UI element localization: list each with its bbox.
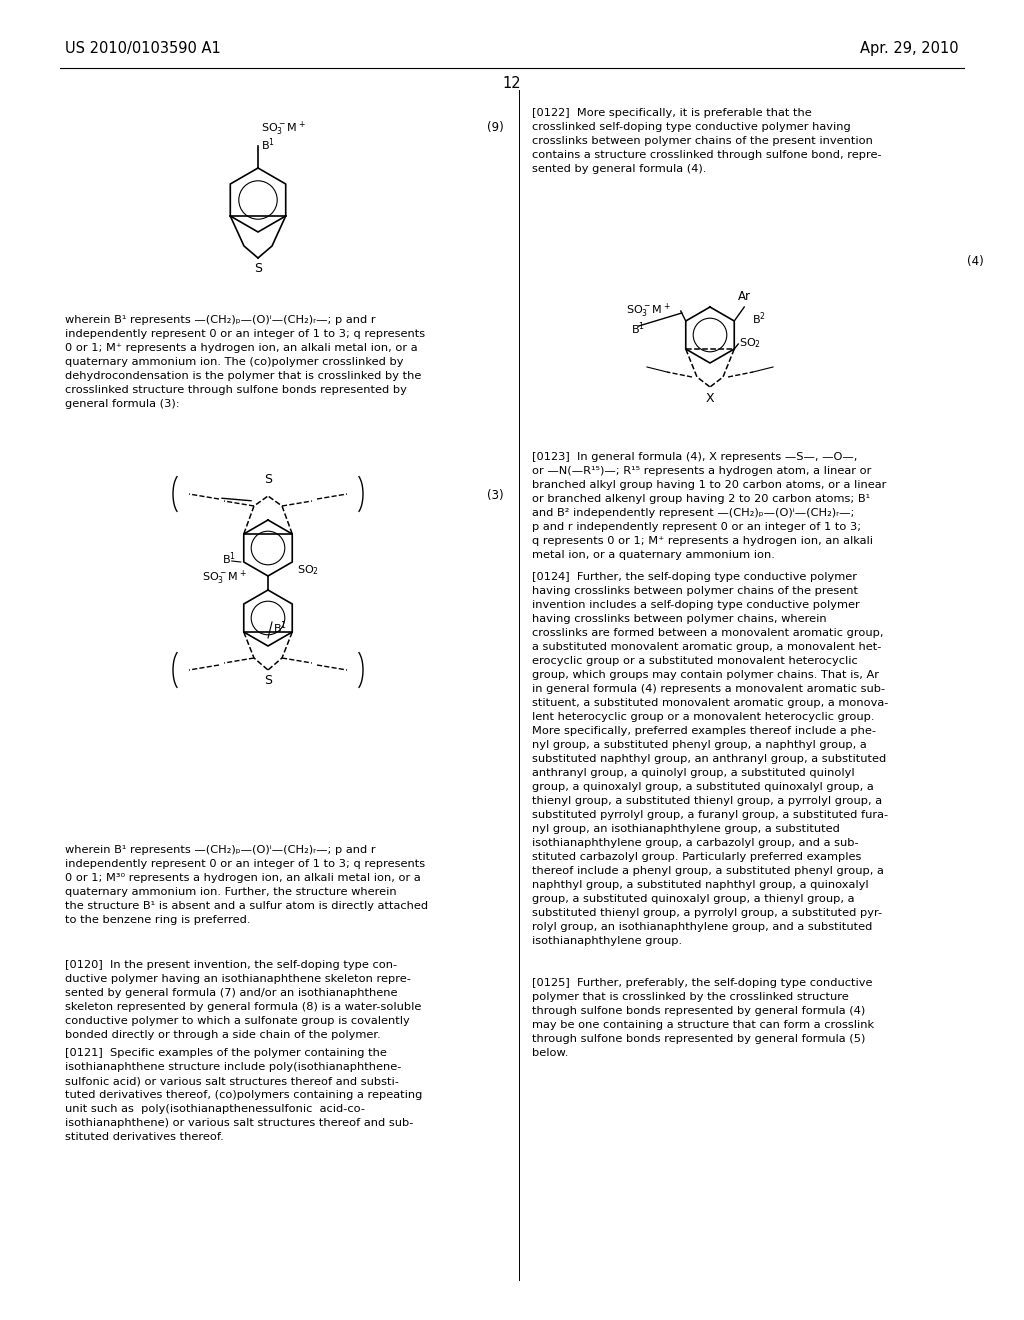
Text: 0 or 1; M⁺ represents a hydrogen ion, an alkali metal ion, or a: 0 or 1; M⁺ represents a hydrogen ion, an… bbox=[65, 343, 418, 352]
Text: Apr. 29, 2010: Apr. 29, 2010 bbox=[860, 41, 959, 55]
Text: More specifically, preferred examples thereof include a phe-: More specifically, preferred examples th… bbox=[532, 726, 876, 737]
Text: [0123]  In general formula (4), X represents —S—, —O—,: [0123] In general formula (4), X represe… bbox=[532, 451, 857, 462]
Text: $\mathdefault{B^1}$: $\mathdefault{B^1}$ bbox=[261, 136, 275, 153]
Text: crosslinks are formed between a monovalent aromatic group,: crosslinks are formed between a monovale… bbox=[532, 628, 884, 638]
Text: ductive polymer having an isothianaphthene skeleton repre-: ductive polymer having an isothianaphthe… bbox=[65, 974, 411, 983]
Text: [0124]  Further, the self-doping type conductive polymer: [0124] Further, the self-doping type con… bbox=[532, 572, 857, 582]
Text: $\mathdefault{B^1}$: $\mathdefault{B^1}$ bbox=[273, 619, 287, 636]
Text: group, which groups may contain polymer chains. That is, Ar: group, which groups may contain polymer … bbox=[532, 671, 879, 680]
Text: branched alkyl group having 1 to 20 carbon atoms, or a linear: branched alkyl group having 1 to 20 carb… bbox=[532, 480, 887, 490]
Text: $\mathdefault{SO_3^-M^+}$: $\mathdefault{SO_3^-M^+}$ bbox=[261, 120, 305, 139]
Text: 0 or 1; M³⁰ represents a hydrogen ion, an alkali metal ion, or a: 0 or 1; M³⁰ represents a hydrogen ion, a… bbox=[65, 873, 421, 883]
Text: below.: below. bbox=[532, 1048, 568, 1059]
Text: dehydrocondensation is the polymer that is crosslinked by the: dehydrocondensation is the polymer that … bbox=[65, 371, 421, 381]
Text: contains a structure crosslinked through sulfone bond, repre-: contains a structure crosslinked through… bbox=[532, 150, 882, 160]
Text: S: S bbox=[254, 261, 262, 275]
Text: the structure B¹ is absent and a sulfur atom is directly attached: the structure B¹ is absent and a sulfur … bbox=[65, 902, 428, 911]
Text: q represents 0 or 1; M⁺ represents a hydrogen ion, an alkali: q represents 0 or 1; M⁺ represents a hyd… bbox=[532, 536, 873, 546]
Text: general formula (3):: general formula (3): bbox=[65, 399, 179, 409]
Text: sulfonic acid) or various salt structures thereof and substi-: sulfonic acid) or various salt structure… bbox=[65, 1076, 399, 1086]
Text: 12: 12 bbox=[503, 75, 521, 91]
Text: [0125]  Further, preferably, the self-doping type conductive: [0125] Further, preferably, the self-dop… bbox=[532, 978, 872, 987]
Text: metal ion, or a quaternary ammonium ion.: metal ion, or a quaternary ammonium ion. bbox=[532, 550, 775, 560]
Text: sented by general formula (7) and/or an isothianaphthene: sented by general formula (7) and/or an … bbox=[65, 987, 397, 998]
Text: tuted derivatives thereof, (co)polymers containing a repeating: tuted derivatives thereof, (co)polymers … bbox=[65, 1090, 422, 1100]
Text: crosslinked structure through sulfone bonds represented by: crosslinked structure through sulfone bo… bbox=[65, 385, 407, 395]
Text: (3): (3) bbox=[487, 488, 504, 502]
Text: polymer that is crosslinked by the crosslinked structure: polymer that is crosslinked by the cross… bbox=[532, 993, 849, 1002]
Text: group, a quinoxalyl group, a substituted quinoxalyl group, a: group, a quinoxalyl group, a substituted… bbox=[532, 781, 873, 792]
Text: quaternary ammonium ion. Further, the structure wherein: quaternary ammonium ion. Further, the st… bbox=[65, 887, 396, 898]
Text: (9): (9) bbox=[487, 121, 504, 135]
Text: thienyl group, a substituted thienyl group, a pyrrolyl group, a: thienyl group, a substituted thienyl gro… bbox=[532, 796, 882, 807]
Text: and B² independently represent —(CH₂)ₚ—(O)ⁱ—(CH₂)ᵣ—;: and B² independently represent —(CH₂)ₚ—(… bbox=[532, 508, 854, 517]
Text: group, a substituted quinoxalyl group, a thienyl group, a: group, a substituted quinoxalyl group, a… bbox=[532, 894, 854, 904]
Text: US 2010/0103590 A1: US 2010/0103590 A1 bbox=[65, 41, 221, 55]
Text: S: S bbox=[264, 473, 272, 486]
Text: crosslinks between polymer chains of the present invention: crosslinks between polymer chains of the… bbox=[532, 136, 872, 147]
Text: S: S bbox=[264, 675, 272, 688]
Text: stituent, a substituted monovalent aromatic group, a monova-: stituent, a substituted monovalent aroma… bbox=[532, 698, 889, 708]
Text: independently represent 0 or an integer of 1 to 3; q represents: independently represent 0 or an integer … bbox=[65, 859, 425, 869]
Text: lent heterocyclic group or a monovalent heterocyclic group.: lent heterocyclic group or a monovalent … bbox=[532, 711, 874, 722]
Text: (4): (4) bbox=[967, 256, 984, 268]
Text: $\mathdefault{B^1}$: $\mathdefault{B^1}$ bbox=[631, 321, 645, 338]
Text: isothianaphthene) or various salt structures thereof and sub-: isothianaphthene) or various salt struct… bbox=[65, 1118, 414, 1129]
Text: through sulfone bonds represented by general formula (5): through sulfone bonds represented by gen… bbox=[532, 1034, 865, 1044]
Text: naphthyl group, a substituted naphthyl group, a quinoxalyl: naphthyl group, a substituted naphthyl g… bbox=[532, 880, 868, 890]
Text: unit such as  poly(isothianapthenessulfonic  acid-co-: unit such as poly(isothianapthenessulfon… bbox=[65, 1104, 365, 1114]
Text: X: X bbox=[706, 392, 715, 404]
Text: in general formula (4) represents a monovalent aromatic sub-: in general formula (4) represents a mono… bbox=[532, 684, 885, 694]
Text: rolyl group, an isothianaphthylene group, and a substituted: rolyl group, an isothianaphthylene group… bbox=[532, 921, 872, 932]
Text: substituted naphthyl group, an anthranyl group, a substituted: substituted naphthyl group, an anthranyl… bbox=[532, 754, 886, 764]
Text: substituted pyrrolyl group, a furanyl group, a substituted fura-: substituted pyrrolyl group, a furanyl gr… bbox=[532, 810, 888, 820]
Text: isothianaphthene structure include poly(isothianaphthene-: isothianaphthene structure include poly(… bbox=[65, 1063, 401, 1072]
Text: $\mathdefault{SO_3^-M^+}$: $\mathdefault{SO_3^-M^+}$ bbox=[202, 569, 247, 587]
Text: quaternary ammonium ion. The (co)polymer crosslinked by: quaternary ammonium ion. The (co)polymer… bbox=[65, 356, 403, 367]
Text: nyl group, an isothianaphthylene group, a substituted: nyl group, an isothianaphthylene group, … bbox=[532, 824, 840, 834]
Text: or —N(—R¹⁵)—; R¹⁵ represents a hydrogen atom, a linear or: or —N(—R¹⁵)—; R¹⁵ represents a hydrogen … bbox=[532, 466, 871, 477]
Text: $\mathdefault{SO_2}$: $\mathdefault{SO_2}$ bbox=[739, 337, 761, 350]
Text: Ar: Ar bbox=[738, 290, 752, 304]
Text: a substituted monovalent aromatic group, a monovalent het-: a substituted monovalent aromatic group,… bbox=[532, 642, 882, 652]
Text: $\mathdefault{SO_3^-M^+}$: $\mathdefault{SO_3^-M^+}$ bbox=[626, 302, 671, 321]
Text: $\mathdefault{SO_2}$: $\mathdefault{SO_2}$ bbox=[297, 564, 319, 577]
Text: having crosslinks between polymer chains, wherein: having crosslinks between polymer chains… bbox=[532, 614, 826, 624]
Text: invention includes a self-doping type conductive polymer: invention includes a self-doping type co… bbox=[532, 601, 860, 610]
Text: substituted thienyl group, a pyrrolyl group, a substituted pyr-: substituted thienyl group, a pyrrolyl gr… bbox=[532, 908, 882, 917]
Text: skeleton represented by general formula (8) is a water-soluble: skeleton represented by general formula … bbox=[65, 1002, 421, 1012]
Text: bonded directly or through a side chain of the polymer.: bonded directly or through a side chain … bbox=[65, 1030, 381, 1040]
Text: wherein B¹ represents —(CH₂)ₚ—(O)ⁱ—(CH₂)ᵣ—; p and r: wherein B¹ represents —(CH₂)ₚ—(O)ⁱ—(CH₂)… bbox=[65, 315, 376, 325]
Text: wherein B¹ represents —(CH₂)ₚ—(O)ⁱ—(CH₂)ᵣ—; p and r: wherein B¹ represents —(CH₂)ₚ—(O)ⁱ—(CH₂)… bbox=[65, 845, 376, 855]
Text: isothianaphthylene group, a carbazolyl group, and a sub-: isothianaphthylene group, a carbazolyl g… bbox=[532, 838, 859, 847]
Text: through sulfone bonds represented by general formula (4): through sulfone bonds represented by gen… bbox=[532, 1006, 865, 1016]
Text: stituted carbazolyl group. Particularly preferred examples: stituted carbazolyl group. Particularly … bbox=[532, 851, 861, 862]
Text: or branched alkenyl group having 2 to 20 carbon atoms; B¹: or branched alkenyl group having 2 to 20… bbox=[532, 494, 870, 504]
Text: [0121]  Specific examples of the polymer containing the: [0121] Specific examples of the polymer … bbox=[65, 1048, 387, 1059]
Text: independently represent 0 or an integer of 1 to 3; q represents: independently represent 0 or an integer … bbox=[65, 329, 425, 339]
Text: to the benzene ring is preferred.: to the benzene ring is preferred. bbox=[65, 915, 251, 925]
Text: crosslinked self-doping type conductive polymer having: crosslinked self-doping type conductive … bbox=[532, 121, 851, 132]
Text: having crosslinks between polymer chains of the present: having crosslinks between polymer chains… bbox=[532, 586, 858, 597]
Text: stituted derivatives thereof.: stituted derivatives thereof. bbox=[65, 1133, 224, 1142]
Text: nyl group, a substituted phenyl group, a naphthyl group, a: nyl group, a substituted phenyl group, a… bbox=[532, 741, 866, 750]
Text: anthranyl group, a quinolyl group, a substituted quinolyl: anthranyl group, a quinolyl group, a sub… bbox=[532, 768, 855, 777]
Text: p and r independently represent 0 or an integer of 1 to 3;: p and r independently represent 0 or an … bbox=[532, 521, 861, 532]
Text: [0122]  More specifically, it is preferable that the: [0122] More specifically, it is preferab… bbox=[532, 108, 812, 117]
Text: thereof include a phenyl group, a substituted phenyl group, a: thereof include a phenyl group, a substi… bbox=[532, 866, 884, 876]
Text: $\mathdefault{B^1}$: $\mathdefault{B^1}$ bbox=[222, 550, 236, 568]
Text: conductive polymer to which a sulfonate group is covalently: conductive polymer to which a sulfonate … bbox=[65, 1016, 410, 1026]
Text: $\mathdefault{B^2}$: $\mathdefault{B^2}$ bbox=[753, 310, 766, 327]
Text: may be one containing a structure that can form a crosslink: may be one containing a structure that c… bbox=[532, 1020, 874, 1030]
Text: sented by general formula (4).: sented by general formula (4). bbox=[532, 164, 707, 174]
Text: erocyclic group or a substituted monovalent heterocyclic: erocyclic group or a substituted monoval… bbox=[532, 656, 858, 667]
Text: [0120]  In the present invention, the self-doping type con-: [0120] In the present invention, the sel… bbox=[65, 960, 397, 970]
Text: isothianaphthylene group.: isothianaphthylene group. bbox=[532, 936, 682, 946]
